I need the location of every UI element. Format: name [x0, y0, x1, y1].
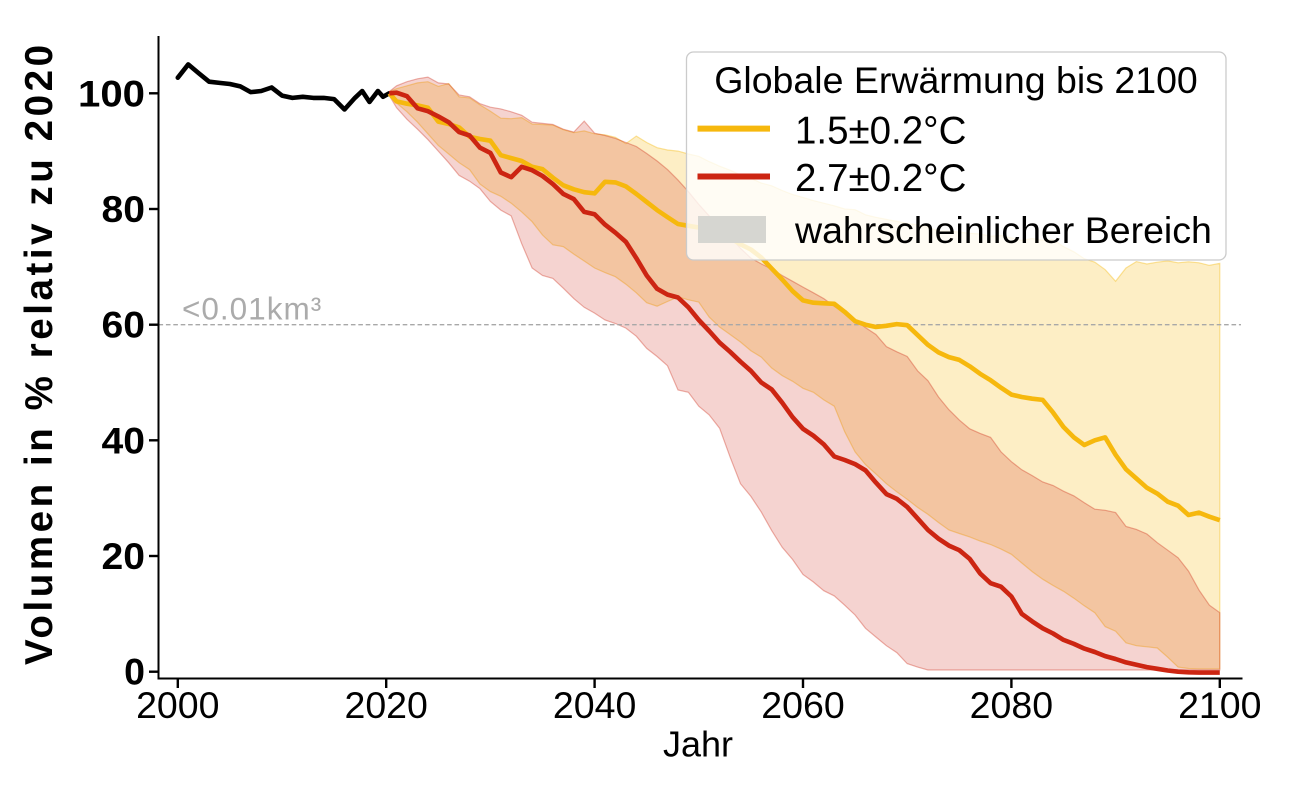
- svg-text:80: 80: [102, 188, 146, 230]
- svg-text:1.5±0.2°C: 1.5±0.2°C: [795, 110, 966, 153]
- svg-text:2060: 2060: [761, 684, 844, 726]
- svg-text:2080: 2080: [970, 684, 1053, 726]
- svg-text:2000: 2000: [136, 684, 219, 726]
- svg-text:wahrscheinlicher Bereich: wahrscheinlicher Bereich: [794, 209, 1212, 251]
- svg-text:100: 100: [78, 72, 145, 114]
- svg-text:Volumen in % relativ zu 2020: Volumen in % relativ zu 2020: [18, 45, 61, 665]
- svg-text:2040: 2040: [553, 684, 636, 726]
- svg-text:<0.01km³: <0.01km³: [182, 291, 322, 327]
- svg-text:2.7±0.2°C: 2.7±0.2°C: [795, 157, 966, 200]
- svg-text:Jahr: Jahr: [663, 724, 733, 765]
- svg-text:20: 20: [102, 535, 146, 577]
- svg-text:40: 40: [102, 419, 146, 461]
- svg-text:Globale Erwärmung bis 2100: Globale Erwärmung bis 2100: [714, 59, 1198, 101]
- svg-text:0: 0: [124, 651, 145, 693]
- svg-text:60: 60: [102, 304, 146, 346]
- svg-text:2100: 2100: [1178, 684, 1261, 726]
- svg-text:2020: 2020: [344, 684, 427, 726]
